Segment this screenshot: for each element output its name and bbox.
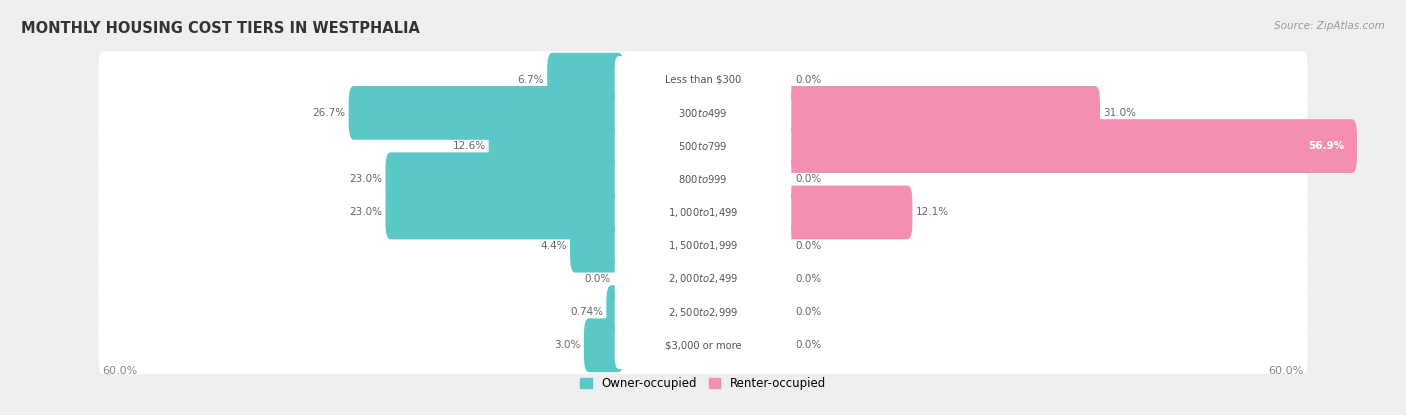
FancyBboxPatch shape [349, 86, 624, 140]
Text: 56.9%: 56.9% [1308, 141, 1344, 151]
Text: 0.0%: 0.0% [796, 174, 821, 184]
Text: $500 to $799: $500 to $799 [678, 140, 728, 152]
FancyBboxPatch shape [583, 318, 624, 372]
Text: 0.0%: 0.0% [796, 75, 821, 85]
Text: $1,500 to $1,999: $1,500 to $1,999 [668, 239, 738, 252]
Text: $2,000 to $2,499: $2,000 to $2,499 [668, 272, 738, 286]
Text: $800 to $999: $800 to $999 [678, 173, 728, 185]
FancyBboxPatch shape [98, 184, 1308, 241]
FancyBboxPatch shape [614, 56, 792, 103]
FancyBboxPatch shape [614, 89, 792, 137]
Text: 0.74%: 0.74% [571, 307, 603, 317]
Text: $1,000 to $1,499: $1,000 to $1,499 [668, 206, 738, 219]
Text: Source: ZipAtlas.com: Source: ZipAtlas.com [1274, 21, 1385, 31]
FancyBboxPatch shape [782, 86, 1099, 140]
Text: 0.0%: 0.0% [585, 274, 610, 284]
FancyBboxPatch shape [606, 285, 624, 339]
Text: $3,000 or more: $3,000 or more [665, 340, 741, 350]
Text: 3.0%: 3.0% [554, 340, 581, 350]
FancyBboxPatch shape [782, 119, 1357, 173]
Text: $300 to $499: $300 to $499 [678, 107, 728, 119]
FancyBboxPatch shape [489, 119, 624, 173]
FancyBboxPatch shape [614, 288, 792, 336]
Text: 0.0%: 0.0% [796, 340, 821, 350]
Text: 60.0%: 60.0% [103, 366, 138, 376]
FancyBboxPatch shape [385, 152, 624, 206]
FancyBboxPatch shape [98, 250, 1308, 308]
Text: 0.0%: 0.0% [796, 274, 821, 284]
FancyBboxPatch shape [98, 51, 1308, 108]
FancyBboxPatch shape [614, 189, 792, 236]
FancyBboxPatch shape [98, 117, 1308, 175]
FancyBboxPatch shape [614, 255, 792, 303]
FancyBboxPatch shape [614, 122, 792, 170]
FancyBboxPatch shape [782, 186, 912, 239]
FancyBboxPatch shape [98, 317, 1308, 374]
Text: 4.4%: 4.4% [540, 241, 567, 251]
FancyBboxPatch shape [98, 84, 1308, 142]
FancyBboxPatch shape [98, 283, 1308, 341]
Legend: Owner-occupied, Renter-occupied: Owner-occupied, Renter-occupied [579, 377, 827, 390]
Text: 6.7%: 6.7% [517, 75, 544, 85]
Text: 12.6%: 12.6% [453, 141, 485, 151]
Text: 23.0%: 23.0% [350, 174, 382, 184]
Text: 26.7%: 26.7% [312, 108, 346, 118]
FancyBboxPatch shape [614, 156, 792, 203]
FancyBboxPatch shape [569, 219, 624, 273]
Text: 12.1%: 12.1% [915, 208, 949, 217]
Text: MONTHLY HOUSING COST TIERS IN WESTPHALIA: MONTHLY HOUSING COST TIERS IN WESTPHALIA [21, 21, 420, 36]
FancyBboxPatch shape [385, 186, 624, 239]
Text: $2,500 to $2,999: $2,500 to $2,999 [668, 305, 738, 319]
FancyBboxPatch shape [614, 322, 792, 369]
FancyBboxPatch shape [547, 53, 624, 107]
Text: Less than $300: Less than $300 [665, 75, 741, 85]
FancyBboxPatch shape [98, 151, 1308, 208]
FancyBboxPatch shape [614, 222, 792, 269]
Text: 23.0%: 23.0% [350, 208, 382, 217]
Text: 0.0%: 0.0% [796, 307, 821, 317]
Text: 31.0%: 31.0% [1102, 108, 1136, 118]
FancyBboxPatch shape [98, 217, 1308, 274]
Text: 0.0%: 0.0% [796, 241, 821, 251]
Text: 60.0%: 60.0% [1268, 366, 1303, 376]
